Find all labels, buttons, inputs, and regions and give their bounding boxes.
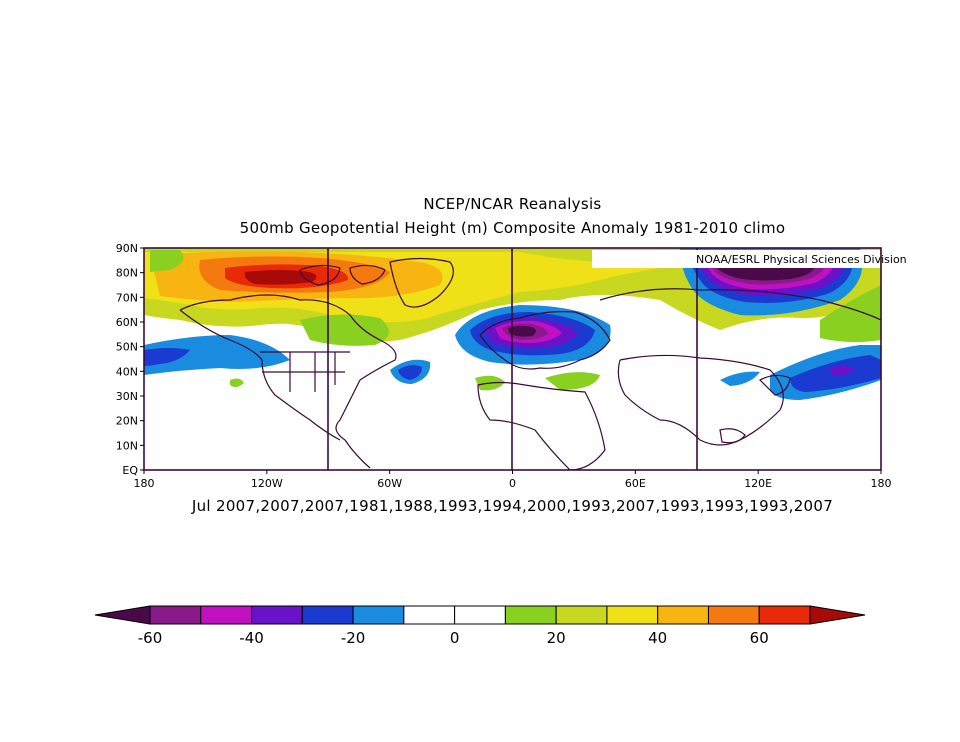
colorbar-label: 60	[750, 629, 769, 647]
lon-tick-label: 120W	[251, 477, 283, 490]
colorbar-box	[758, 605, 811, 625]
colorbar-label: -40	[239, 629, 264, 647]
colorbar-box	[352, 605, 405, 625]
lat-tick-label: 30N	[116, 390, 138, 403]
colorbar-box	[301, 605, 354, 625]
colorbar-label: 0	[450, 629, 460, 647]
colorbar-label: 20	[547, 629, 566, 647]
lat-tick-label: 10N	[116, 439, 138, 452]
lon-tick-label: 180	[134, 477, 155, 490]
colorbar-box	[504, 605, 557, 625]
lat-tick-label: 50N	[116, 341, 138, 354]
colorbar-box	[403, 605, 456, 625]
lon-tick-label: 120E	[744, 477, 772, 490]
colorbar-box	[555, 605, 608, 625]
lon-tick-label: 0	[509, 477, 516, 490]
composite-years-caption: Jul 2007,2007,2007,1981,1988,1993,1994,2…	[191, 497, 834, 515]
colorbar: -60 -40 -20 0 20 40 60	[94, 605, 866, 647]
credit-box	[592, 250, 880, 268]
colorbar-label: -60	[138, 629, 163, 647]
lat-tick-label: 20N	[116, 415, 138, 428]
colorbar-box	[251, 605, 303, 625]
colorbar-box	[606, 605, 659, 625]
colorbar-box	[149, 605, 202, 625]
colorbar-box	[707, 605, 760, 625]
lat-tick-label: EQ	[122, 464, 138, 477]
colorbar-max-arrow	[809, 605, 866, 625]
lat-tick-label: 60N	[116, 316, 138, 329]
lat-tick-label: 80N	[116, 267, 138, 280]
map-subtitle: 500mb Geopotential Height (m) Composite …	[239, 219, 786, 237]
colorbar-box	[200, 605, 253, 625]
colorbar-box	[454, 605, 506, 625]
colorbar-box	[657, 605, 709, 625]
credit-text: NOAA/ESRL Physical Sciences Division	[696, 253, 907, 266]
colorbar-min-arrow	[94, 605, 151, 625]
colorbar-label: 40	[648, 629, 667, 647]
lon-tick-label: 180	[871, 477, 892, 490]
lon-tick-label: 60E	[625, 477, 646, 490]
lon-tick-label: 60W	[377, 477, 402, 490]
lat-tick-label: 90N	[116, 242, 138, 255]
lat-tick-label: 40N	[116, 365, 138, 378]
lon-axis: 180 120W 60W 0 60E 120E 180	[134, 470, 892, 490]
lat-tick-label: 70N	[116, 291, 138, 304]
coastlines	[179, 257, 881, 470]
colorbar-label: -20	[341, 629, 366, 647]
reference-meridians	[327, 248, 698, 470]
map-title: NCEP/NCAR Reanalysis	[423, 195, 602, 213]
lat-axis: EQ 10N 20N 30N 40N 50N 60N 70N 80N 90N	[116, 242, 144, 477]
